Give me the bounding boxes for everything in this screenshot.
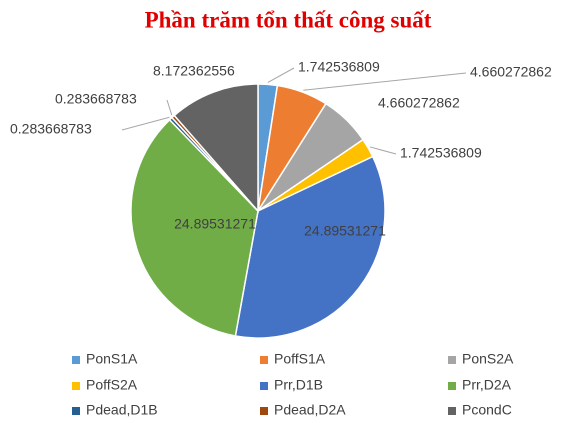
legend-swatch [260,407,268,415]
data-label: 0.283668783 [10,121,92,137]
data-label: 0.283668783 [55,91,137,107]
legend-swatch [448,407,456,415]
chart-title: Phần trăm tổn thất công suất [145,7,432,32]
legend-label: PonS1A [86,351,138,367]
legend-swatch [448,356,456,364]
data-label: 1.742536809 [400,145,482,161]
data-label: 4.660272862 [470,64,552,80]
legend-label: Pdead,D1B [86,402,158,418]
leader-line [267,67,295,83]
data-label: 8.172362556 [153,63,235,79]
legend-swatch [72,382,80,390]
data-label: 1.742536809 [298,59,380,75]
leader-line [121,116,170,131]
data-label: 4.660272862 [378,95,460,111]
pie-slice [130,118,259,337]
pie-slice [234,155,386,339]
legend-label: PcondC [462,402,512,418]
legend-label: Prr,D1B [274,377,323,393]
legend-label: PoffS2A [86,377,138,393]
legend-swatch [448,382,456,390]
data-label: 24.89531271 [174,216,256,232]
leader-line [166,99,173,116]
legend-label: Prr,D2A [462,377,512,393]
legend-label: PoffS1A [274,351,326,367]
legend-swatch [72,356,80,364]
legend-swatch [260,382,268,390]
legend-swatch [260,356,268,364]
leader-line [369,146,397,155]
data-label: 24.89531271 [304,223,386,239]
leader-line [303,72,467,91]
legend-label: PonS2A [462,351,514,367]
legend-label: Pdead,D2A [274,402,346,418]
pie-slice [173,83,259,213]
legend-swatch [72,407,80,415]
